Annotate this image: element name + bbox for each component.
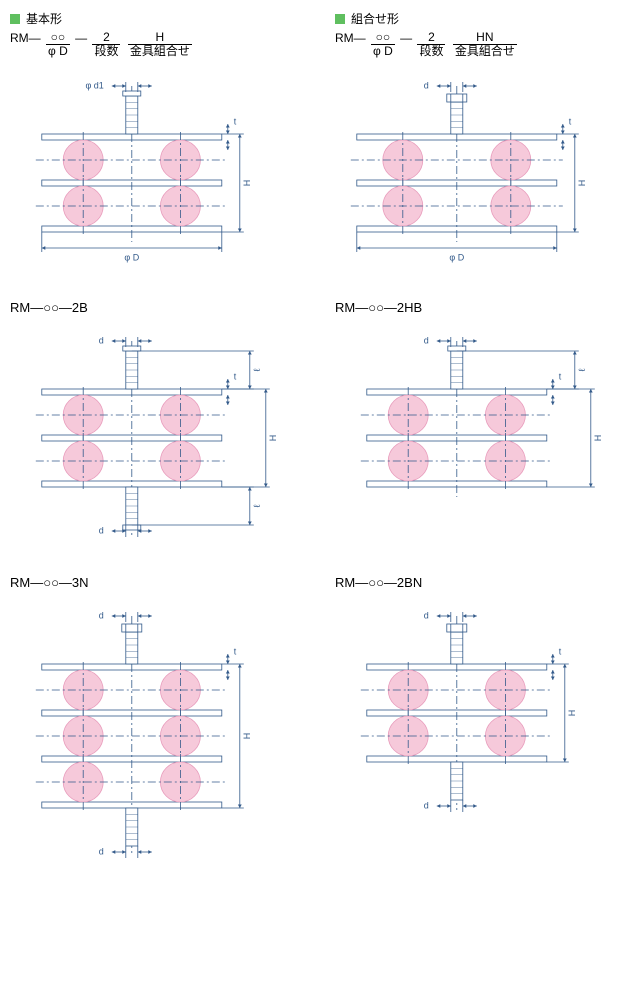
svg-text:φ d1: φ d1 <box>85 81 103 91</box>
label-d3: RM―○○―2HB <box>335 300 630 315</box>
svg-text:H: H <box>242 733 252 740</box>
header-left-title: 基本形 <box>26 10 62 27</box>
svg-text:t: t <box>234 372 237 382</box>
svg-text:t: t <box>559 647 562 657</box>
svg-text:H: H <box>567 710 577 717</box>
svg-text:φ D: φ D <box>449 253 464 263</box>
svg-text:φ D: φ D <box>124 253 139 263</box>
svg-text:t: t <box>234 117 237 127</box>
diagram-5: d d Ht <box>10 596 315 866</box>
cell-left-1: RM―○○―2B d ℓ d ℓ Ht <box>10 300 315 545</box>
diagram-1: φ d1 Ht φ D <box>10 66 315 270</box>
cell-left-2: RM―○○―3N d d Ht <box>10 575 315 866</box>
label-d4: RM―○○―3N <box>10 575 315 590</box>
diagram-6: d d Ht <box>335 596 630 820</box>
svg-text:H: H <box>268 435 278 442</box>
svg-text:H: H <box>577 180 587 187</box>
svg-text:d: d <box>424 611 429 621</box>
svg-text:t: t <box>559 372 562 382</box>
svg-text:t: t <box>569 117 572 127</box>
diagram-3: d ℓ d ℓ Ht <box>10 321 315 545</box>
svg-text:d: d <box>424 336 429 346</box>
cell-right-1: RM―○○―2HB d ℓ Ht <box>335 300 630 545</box>
svg-text:t: t <box>234 647 237 657</box>
spec-right: RM― ○○φ D ― 2段数 HN金具組合せ <box>335 31 630 58</box>
svg-text:ℓ: ℓ <box>252 504 262 508</box>
diagram-4: d ℓ Ht <box>335 321 630 507</box>
svg-text:d: d <box>99 336 104 346</box>
svg-text:d: d <box>99 526 104 536</box>
header-right: 組合せ形 <box>335 10 630 27</box>
svg-text:H: H <box>593 435 603 442</box>
marker-left <box>10 14 20 24</box>
svg-text:ℓ: ℓ <box>252 368 262 372</box>
label-d5: RM―○○―2BN <box>335 575 630 590</box>
label-d2: RM―○○―2B <box>10 300 315 315</box>
cell-right-0: 組合せ形 RM― ○○φ D ― 2段数 HN金具組合せ d Ht φ D <box>335 10 630 270</box>
marker-right <box>335 14 345 24</box>
spec-left: RM― ○○φ D ― 2段数 H金具組合せ <box>10 31 315 58</box>
header-right-title: 組合せ形 <box>351 10 399 27</box>
header-left: 基本形 <box>10 10 315 27</box>
cell-left-0: 基本形 RM― ○○φ D ― 2段数 H金具組合せ φ d1 Ht φ D <box>10 10 315 270</box>
svg-text:d: d <box>99 847 104 857</box>
svg-text:d: d <box>424 801 429 811</box>
svg-text:ℓ: ℓ <box>577 368 587 372</box>
cell-right-2: RM―○○―2BN d d Ht <box>335 575 630 866</box>
svg-text:H: H <box>242 180 252 187</box>
svg-text:d: d <box>424 81 429 91</box>
diagram-2: d Ht φ D <box>335 66 630 270</box>
svg-text:d: d <box>99 611 104 621</box>
